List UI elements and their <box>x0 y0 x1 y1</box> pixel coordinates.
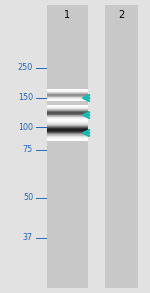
Bar <box>47 97 88 98</box>
Text: 2: 2 <box>118 10 124 20</box>
Bar <box>47 119 88 120</box>
Bar <box>47 139 88 140</box>
Bar <box>47 125 88 126</box>
Bar <box>47 113 88 114</box>
Bar <box>47 112 88 113</box>
Bar <box>47 96 88 97</box>
Bar <box>105 5 138 288</box>
Bar <box>47 120 88 121</box>
Bar <box>47 94 88 95</box>
Text: 100: 100 <box>18 122 33 132</box>
Bar <box>47 95 88 96</box>
Bar <box>47 130 88 131</box>
Bar <box>47 128 88 129</box>
Bar <box>47 129 88 130</box>
Bar <box>47 98 88 99</box>
Bar <box>47 105 88 106</box>
Bar <box>47 109 88 110</box>
Bar <box>47 121 88 122</box>
Bar <box>47 110 88 111</box>
Bar <box>47 123 88 124</box>
Bar <box>47 128 88 129</box>
Text: 1: 1 <box>64 10 70 20</box>
Bar <box>47 93 88 94</box>
Bar <box>47 136 88 137</box>
Bar <box>47 134 88 135</box>
Bar <box>47 108 88 109</box>
Bar <box>47 123 88 124</box>
Bar <box>47 95 88 96</box>
Bar <box>47 122 88 123</box>
Text: 75: 75 <box>23 146 33 154</box>
Bar <box>47 121 88 122</box>
Bar <box>47 115 88 116</box>
Bar <box>47 140 88 141</box>
Bar <box>47 118 88 119</box>
Text: 37: 37 <box>23 234 33 243</box>
Bar <box>47 96 88 97</box>
Bar <box>47 107 88 108</box>
Bar <box>47 91 88 92</box>
Bar <box>47 133 88 134</box>
Bar <box>47 113 88 114</box>
Bar <box>47 100 88 101</box>
Bar <box>47 109 88 110</box>
Bar <box>47 124 88 125</box>
Bar <box>47 133 88 134</box>
Bar <box>47 119 88 120</box>
Bar <box>47 140 88 141</box>
Bar <box>47 135 88 136</box>
Bar <box>47 111 88 112</box>
Bar <box>47 114 88 115</box>
Bar <box>47 92 88 93</box>
Bar <box>47 89 88 90</box>
Text: 50: 50 <box>23 193 33 202</box>
Bar <box>47 135 88 136</box>
Bar <box>47 138 88 139</box>
Bar <box>47 134 88 135</box>
Bar <box>47 120 88 121</box>
Bar <box>47 127 88 128</box>
Bar <box>47 93 88 94</box>
Bar <box>47 106 88 107</box>
Bar <box>47 90 88 91</box>
Bar <box>47 131 88 132</box>
Bar <box>47 94 88 95</box>
Bar <box>47 115 88 116</box>
Bar <box>47 99 88 100</box>
Bar <box>47 116 88 117</box>
Bar <box>47 92 88 93</box>
Bar <box>47 137 88 138</box>
Bar <box>47 132 88 133</box>
Text: 150: 150 <box>18 93 33 103</box>
Bar <box>47 112 88 113</box>
Text: 250: 250 <box>18 64 33 72</box>
Bar <box>47 110 88 111</box>
Bar <box>47 117 88 118</box>
Bar <box>47 139 88 140</box>
Bar <box>47 138 88 139</box>
Bar <box>47 111 88 112</box>
Bar <box>47 126 88 127</box>
Bar <box>47 5 88 288</box>
Bar <box>47 97 88 98</box>
